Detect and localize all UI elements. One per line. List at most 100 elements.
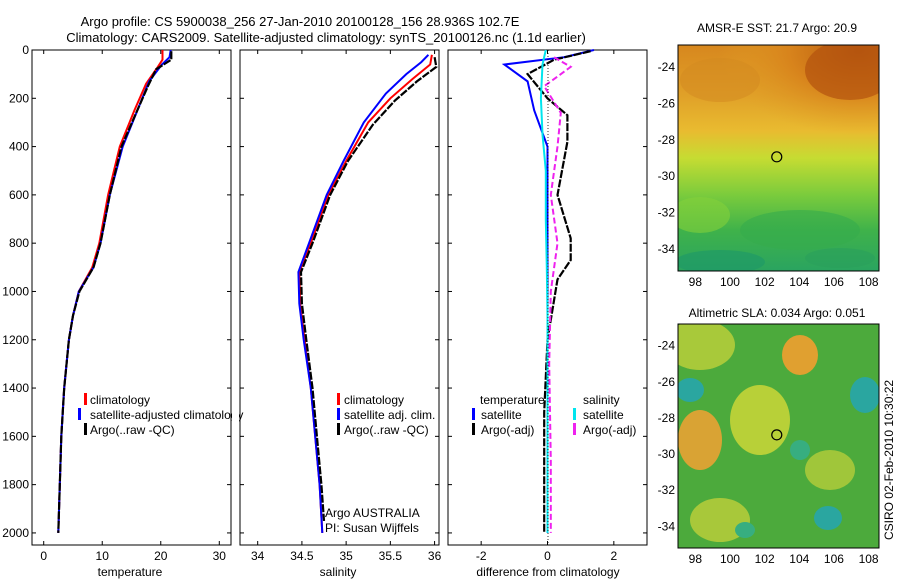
legend-label-temp-satellite: satellite	[481, 408, 522, 422]
argo-location-marker	[771, 429, 783, 441]
y-tick-label: 0	[22, 43, 29, 57]
argo-location-marker	[771, 151, 783, 163]
map-y-tick-label: -28	[658, 411, 676, 425]
legend-swatch-sal-satellite	[573, 408, 576, 420]
y-tick-label: 800	[9, 236, 29, 250]
x-tick-label: -2	[476, 549, 487, 563]
map-x-tick-label: 108	[859, 275, 879, 289]
sla-map-frame	[677, 323, 880, 549]
legend-swatch-satellite	[78, 408, 81, 420]
salinity-xlabel: salinity	[320, 565, 357, 579]
float-owner-label: Argo AUSTRALIA	[325, 506, 420, 520]
legend-swatch-sal-argo	[573, 423, 576, 435]
legend-swatch-satellite	[337, 408, 340, 420]
map-x-tick-label: 104	[789, 275, 809, 289]
legend-label-sal-satellite: satellite	[583, 408, 624, 422]
legend-label-satellite: satellite-adjusted climatology	[90, 408, 243, 422]
sst-map-frame	[677, 44, 880, 272]
temperature-lines	[57, 49, 173, 533]
x-tick-label: 2	[610, 549, 617, 563]
map-y-tick-label: -24	[658, 339, 676, 353]
map-y-tick-label: -24	[658, 60, 676, 74]
temperature-legend: climatology satellite-adjusted climatolo…	[78, 393, 243, 437]
x-tick-label: 30	[213, 549, 227, 563]
series-line-climatology	[57, 50, 164, 533]
map-x-tick-label: 98	[689, 552, 703, 566]
series-line-argo-raw-qc-	[57, 51, 173, 533]
map-y-tick-label: -34	[658, 519, 676, 533]
legend-title-salinity: salinity	[583, 393, 620, 407]
y-tick-label: 2000	[2, 526, 29, 540]
map-y-tick-label: -32	[658, 483, 676, 497]
map-x-tick-label: 104	[789, 552, 809, 566]
map-x-tick-label: 100	[720, 275, 740, 289]
x-tick-label: 35	[339, 549, 353, 563]
salinity-panel-frame	[239, 49, 440, 546]
x-tick-label: 34	[251, 549, 265, 563]
series-line-salinity-argo-adj-	[542, 56, 573, 533]
y-tick-label: 1000	[2, 284, 29, 298]
map-x-tick-label: 106	[824, 275, 844, 289]
map-x-tick-label: 106	[824, 552, 844, 566]
difference-legend: temperature satellite Argo(-adj) salinit…	[472, 393, 636, 437]
x-tick-label: 36	[428, 549, 442, 563]
legend-label-argo: Argo(..raw -QC)	[344, 423, 429, 437]
legend-label-climatology: climatology	[90, 393, 150, 407]
map-x-tick-label: 102	[755, 552, 775, 566]
legend-label-satellite: satellite adj. clim.	[344, 408, 435, 422]
sst-map-title: AMSR-E SST: 21.7 Argo: 20.9	[697, 21, 857, 35]
legend-title-temperature: temperature	[480, 393, 545, 407]
x-tick-label: 35.5	[379, 549, 403, 563]
y-tick-label: 1600	[2, 429, 29, 443]
map-y-tick-label: -30	[658, 169, 676, 183]
legend-swatch-climatology	[84, 393, 87, 405]
series-line-salinity-satellite	[539, 49, 549, 533]
legend-label-climatology: climatology	[344, 393, 404, 407]
x-tick-label: 0	[40, 549, 47, 563]
legend-label-sal-argo: Argo(-adj)	[583, 423, 636, 437]
map-y-tick-label: -32	[658, 206, 676, 220]
series-line-argo-raw-qc-	[299, 57, 438, 521]
x-tick-label: 34.5	[290, 549, 314, 563]
map-x-tick-label: 102	[755, 275, 775, 289]
figure-title-line1: Argo profile: CS 5900038_256 27-Jan-2010…	[81, 14, 520, 29]
y-tick-label: 200	[9, 91, 29, 105]
difference-xlabel: difference from climatology	[476, 565, 619, 579]
x-tick-label: 10	[96, 549, 110, 563]
pi-label: PI: Susan Wijffels	[325, 521, 419, 535]
legend-label-temp-argo: Argo(-adj)	[481, 423, 534, 437]
x-tick-label: 20	[154, 549, 168, 563]
temperature-panel-frame	[31, 49, 232, 546]
map-y-tick-label: -26	[658, 375, 676, 389]
sla-heatmap	[678, 324, 879, 548]
side-timestamp-label: CSIRO 02-Feb-2010 10:30:22	[882, 380, 896, 540]
map-y-tick-label: -30	[658, 447, 676, 461]
y-tick-label: 400	[9, 140, 29, 154]
map-y-tick-label: -34	[658, 242, 676, 256]
salinity-legend: climatology satellite adj. clim. Argo(..…	[337, 393, 435, 437]
map-x-tick-label: 108	[859, 552, 879, 566]
legend-swatch-argo	[84, 423, 87, 435]
map-x-tick-label: 100	[720, 552, 740, 566]
map-x-tick-label: 98	[689, 275, 703, 289]
axis-ticks: 0 10 20 30020040060080010001200140016001800…	[2, 43, 879, 566]
legend-label-argo: Argo(..raw -QC)	[90, 423, 175, 437]
y-tick-label: 1200	[2, 333, 29, 347]
sla-map-title: Altimetric SLA: 0.034 Argo: 0.051	[689, 306, 866, 320]
series-line-satellite-adj-clim-	[297, 54, 430, 533]
legend-swatch-temp-argo	[472, 423, 475, 435]
salinity-lines	[297, 54, 438, 533]
figure-title-line2: Climatology: CARS2009. Satellite-adjuste…	[66, 30, 586, 45]
x-tick-label: 0	[544, 549, 551, 563]
temperature-xlabel: temperature	[98, 565, 163, 579]
legend-swatch-temp-satellite	[472, 408, 475, 420]
map-y-tick-label: -28	[658, 133, 676, 147]
difference-lines	[501, 49, 595, 533]
series-line-temperature-satellite	[501, 49, 595, 533]
y-tick-label: 1400	[2, 381, 29, 395]
series-line-satellite-adjusted-climatology	[57, 49, 172, 533]
legend-swatch-climatology	[337, 393, 340, 405]
y-tick-label: 600	[9, 188, 29, 202]
map-y-tick-label: -26	[658, 96, 676, 110]
